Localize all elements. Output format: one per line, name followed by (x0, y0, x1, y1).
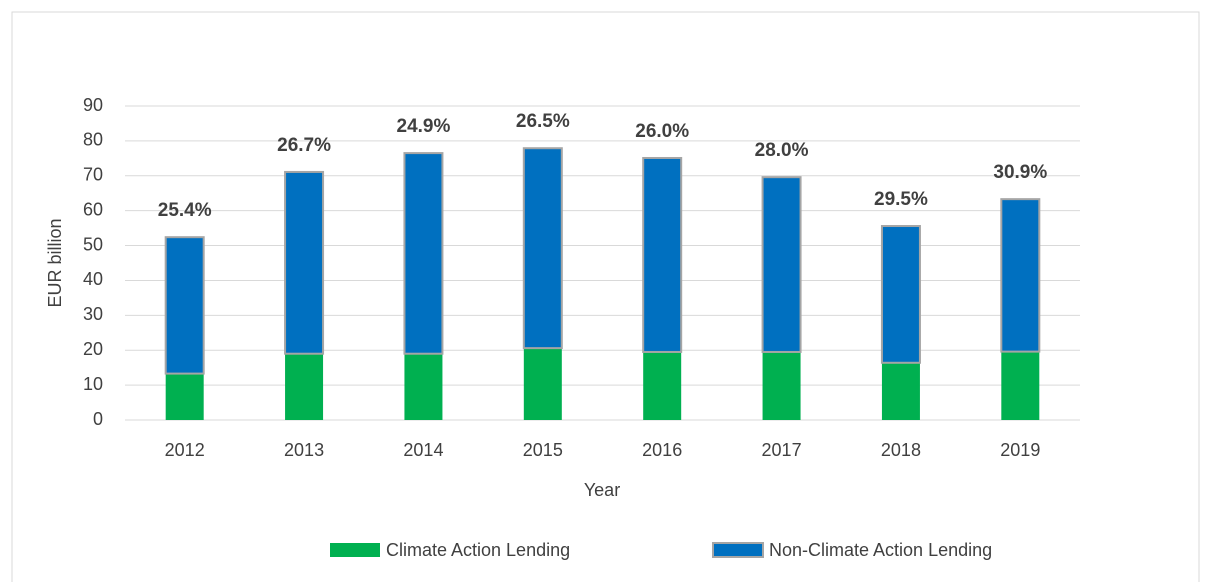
bar-segment (643, 351, 682, 420)
x-axis-title: Year (584, 480, 620, 500)
y-tick-label: 10 (83, 374, 103, 394)
x-tick-label: 2014 (403, 440, 443, 460)
bar-segment (762, 351, 801, 420)
x-tick-label: 2017 (762, 440, 802, 460)
x-tick-label: 2018 (881, 440, 921, 460)
y-tick-label: 20 (83, 339, 103, 359)
bar-segment (403, 152, 444, 355)
legend-swatch (712, 542, 764, 558)
y-tick-label: 80 (83, 130, 103, 150)
bar-segment (523, 348, 562, 420)
x-tick-label: 2015 (523, 440, 563, 460)
share-label: 24.9% (397, 116, 451, 137)
bar-segment (165, 373, 204, 420)
y-tick-label: 40 (83, 269, 103, 289)
share-label: 30.9% (993, 162, 1047, 183)
bar-segment (285, 353, 324, 420)
share-label: 26.5% (516, 111, 570, 132)
share-label: 28.0% (755, 140, 809, 161)
legend-label: Climate Action Lending (386, 540, 570, 560)
bar-segment (164, 236, 205, 375)
share-label: 29.5% (874, 189, 928, 210)
legend-swatch (330, 543, 380, 557)
x-tick-label: 2012 (165, 440, 205, 460)
bar-segment (1000, 198, 1041, 353)
y-tick-label: 60 (83, 199, 103, 219)
y-tick-label: 90 (83, 95, 103, 115)
bar-segment (522, 147, 563, 350)
y-tick-label: 50 (83, 234, 103, 254)
y-tick-label: 70 (83, 165, 103, 185)
share-label: 25.4% (158, 200, 212, 221)
bar-segment (761, 176, 802, 353)
share-label: 26.7% (277, 135, 331, 156)
bar-segment (404, 353, 443, 420)
bar-segment (1001, 351, 1040, 420)
bar-segment (880, 225, 921, 364)
chart-border (11, 11, 1200, 582)
x-tick-label: 2016 (642, 440, 682, 460)
bar-segment (881, 362, 920, 420)
y-tick-label: 0 (93, 409, 103, 429)
legend-label: Non-Climate Action Lending (769, 540, 992, 560)
x-tick-label: 2019 (1000, 440, 1040, 460)
y-axis-title: EUR billion (45, 218, 65, 307)
bar-segment (284, 170, 325, 355)
share-label: 26.0% (635, 121, 689, 142)
x-tick-label: 2013 (284, 440, 324, 460)
y-tick-label: 30 (83, 304, 103, 324)
bar-segment (642, 156, 683, 353)
